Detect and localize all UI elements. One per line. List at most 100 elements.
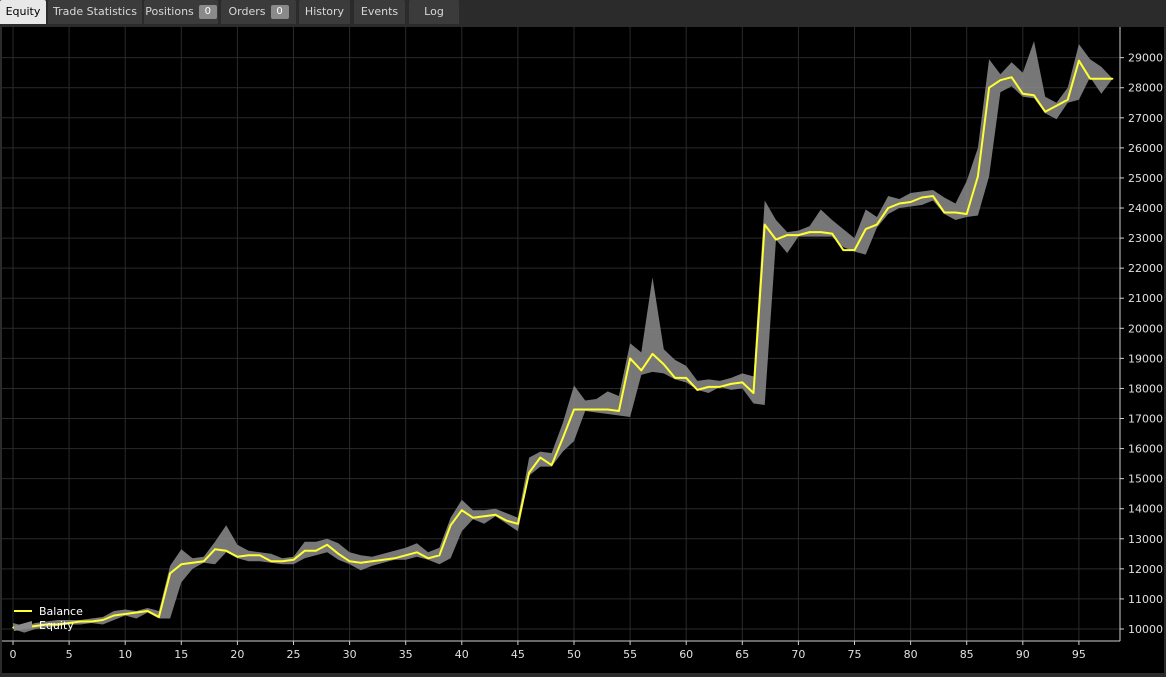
legend-balance-label: Balance <box>39 605 83 618</box>
orders-count-badge: 0 <box>270 5 289 19</box>
balance-point <box>730 383 732 385</box>
balance-point <box>685 377 687 379</box>
balance-point <box>292 559 295 561</box>
y-tick-label: 22000 <box>1128 262 1163 275</box>
tab-trade-statistics-label: Trade Statistics <box>53 5 137 18</box>
balance-point <box>438 554 441 557</box>
balance-point <box>640 369 643 372</box>
balance-point <box>1033 94 1035 97</box>
balance-point <box>1078 59 1080 62</box>
balance-point <box>909 201 912 203</box>
y-tick-label: 10000 <box>1128 623 1163 636</box>
balance-point <box>662 363 665 366</box>
balance-point <box>977 175 979 178</box>
balance-point <box>1022 92 1024 95</box>
balance-point <box>101 619 104 621</box>
balance-point <box>169 572 171 575</box>
balance-point <box>483 515 486 518</box>
balance-point <box>303 550 306 552</box>
tab-equity[interactable]: Equity <box>0 0 46 24</box>
balance-point <box>943 211 946 214</box>
balance-point <box>651 353 654 355</box>
balance-point <box>763 223 766 226</box>
balance-point <box>999 79 1002 82</box>
tab-equity-label: Equity <box>5 5 41 18</box>
y-tick-label: 28000 <box>1128 82 1163 95</box>
balance-point <box>57 623 59 626</box>
balance-point <box>696 389 699 391</box>
balance-point <box>461 509 463 512</box>
balance-point <box>719 386 721 388</box>
tab-positions[interactable]: Positions 0 <box>144 0 218 24</box>
tab-log[interactable]: Log <box>409 0 459 24</box>
x-tick-label: 55 <box>623 648 637 661</box>
y-tick-label: 23000 <box>1128 232 1163 245</box>
balance-point <box>864 228 867 230</box>
equity-chart-panel: 0 5 10 15 20 25 30 35 40 45 50 55 60 65 70 75 80 85 90 95 10… <box>2 27 1164 673</box>
tab-orders-label: Orders <box>228 5 266 18</box>
balance-point <box>259 554 261 557</box>
balance-point <box>90 620 93 623</box>
balance-point <box>517 522 519 525</box>
y-tick-label: 14000 <box>1128 503 1163 516</box>
balance-point <box>247 554 250 557</box>
balance-point <box>808 231 811 233</box>
balance-point <box>775 238 777 241</box>
balance-point <box>315 550 317 552</box>
tab-events[interactable]: Events <box>354 0 405 24</box>
balance-point <box>752 392 755 394</box>
balance-point <box>146 610 149 612</box>
balance-point <box>382 559 385 561</box>
y-tick-label: 27000 <box>1128 112 1163 125</box>
y-tick-label: 13000 <box>1128 533 1163 546</box>
balance-point <box>404 554 407 557</box>
tab-events-label: Events <box>360 5 399 18</box>
balance-point <box>965 213 968 215</box>
tab-trade-statistics[interactable]: Trade Statistics <box>48 0 142 24</box>
balance-point <box>786 234 788 236</box>
balance-point <box>820 231 822 233</box>
tab-orders[interactable]: Orders 0 <box>221 0 296 24</box>
balance-point <box>68 622 70 624</box>
x-tick-label: 5 <box>66 648 73 661</box>
x-tick-label: 60 <box>679 648 693 661</box>
legend-equity-swatch <box>14 621 32 631</box>
y-tick-label: 16000 <box>1128 443 1163 456</box>
balance-point <box>573 408 575 411</box>
tab-positions-label: Positions <box>145 5 194 18</box>
balance-line-layer <box>12 59 1114 629</box>
balance-point <box>113 614 115 617</box>
balance-point <box>921 196 923 199</box>
balance-point <box>932 195 934 197</box>
balance-point <box>988 86 990 89</box>
balance-point <box>281 560 284 563</box>
balance-point <box>1066 98 1069 101</box>
balance-line <box>13 59 1113 629</box>
chart-grid <box>2 27 1120 641</box>
x-tick-label: 80 <box>904 648 918 661</box>
y-tick-label: 24000 <box>1128 202 1163 215</box>
y-tick-label: 26000 <box>1128 142 1163 155</box>
balance-point <box>606 408 609 411</box>
x-tick-label: 0 <box>10 648 17 661</box>
x-tick-label: 10 <box>118 648 132 661</box>
balance-point <box>505 519 508 522</box>
balance-point <box>1055 104 1058 107</box>
balance-point <box>528 471 530 474</box>
equity-chart[interactable]: 0 5 10 15 20 25 30 35 40 45 50 55 60 65 70 75 80 85 90 95 10… <box>2 27 1164 673</box>
balance-point <box>629 357 631 360</box>
positions-count-badge: 0 <box>198 5 217 19</box>
balance-point <box>45 623 48 626</box>
y-tick-label: 20000 <box>1128 322 1163 335</box>
balance-point <box>158 616 160 618</box>
balance-point <box>550 464 553 466</box>
balance-point <box>236 556 239 558</box>
balance-point <box>797 234 800 236</box>
legend-equity-label: Equity <box>39 619 74 632</box>
balance-point <box>416 551 418 554</box>
balance-point <box>124 613 126 615</box>
tab-history[interactable]: History <box>299 0 350 24</box>
tab-bar: Equity Trade Statistics Positions 0 Order… <box>0 0 1166 24</box>
balance-point <box>180 563 183 566</box>
